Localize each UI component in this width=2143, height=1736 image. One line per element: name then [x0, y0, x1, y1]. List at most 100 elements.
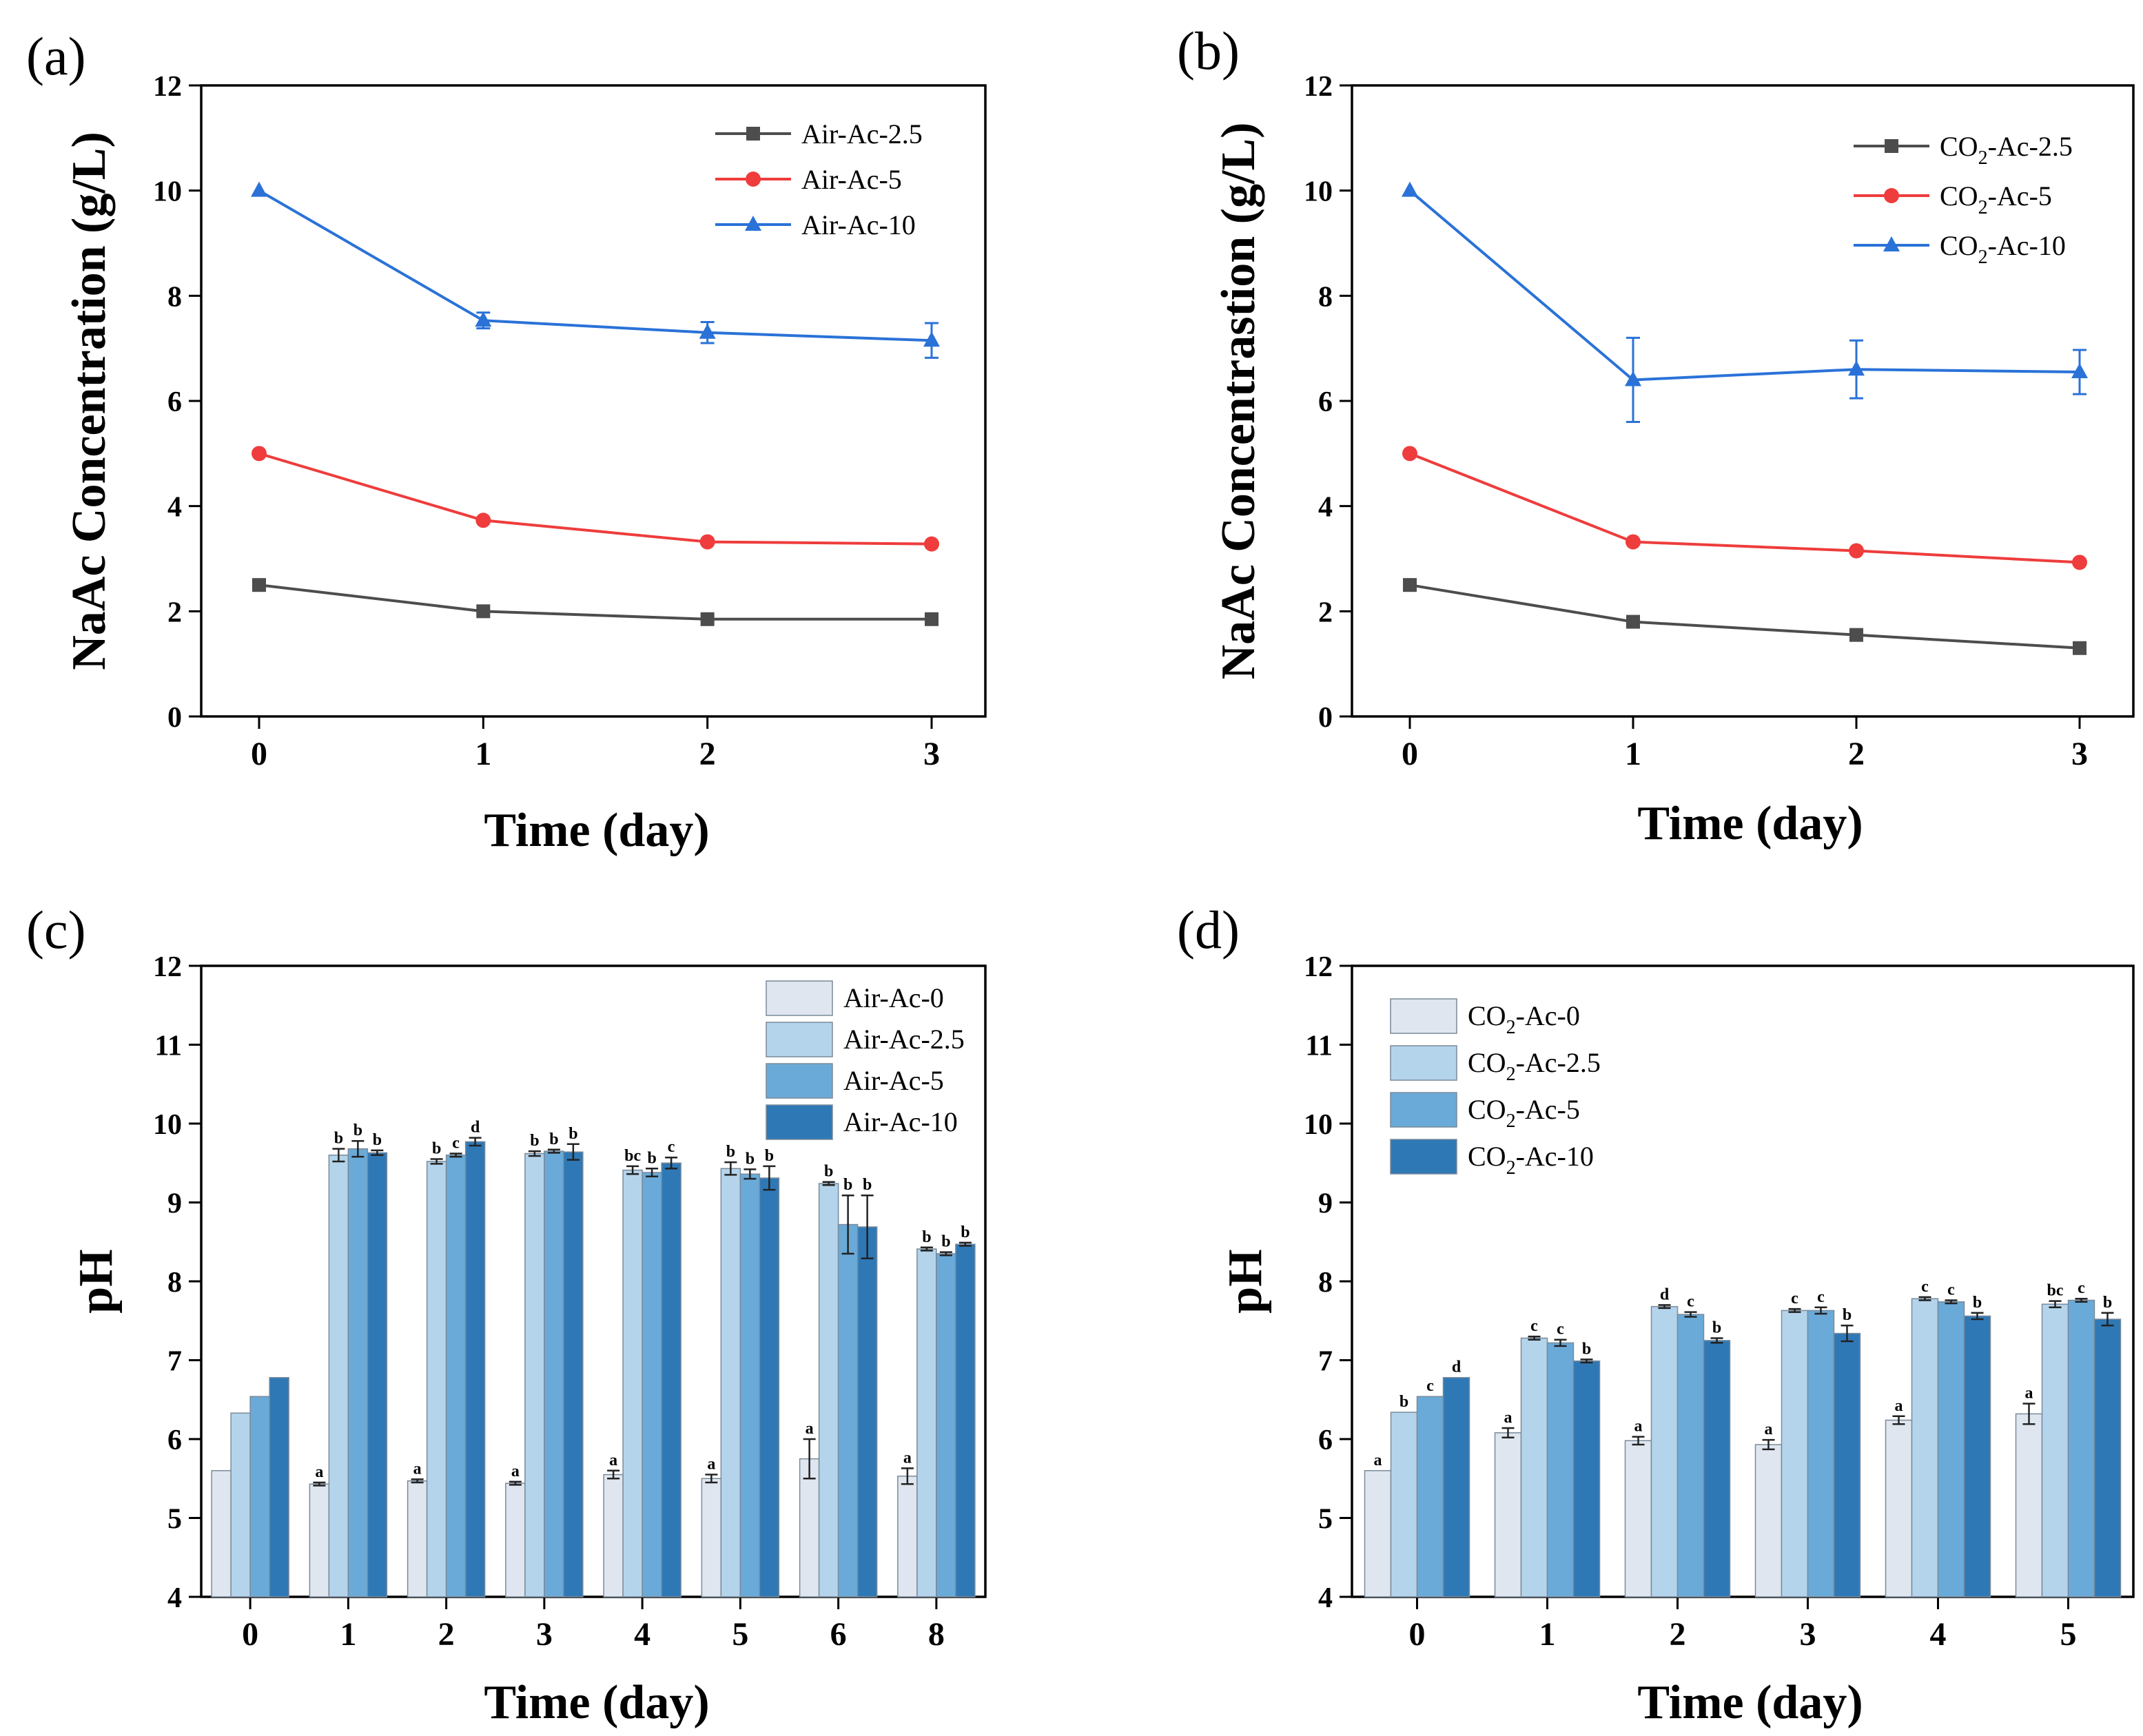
significance-letter: b — [373, 1131, 382, 1149]
significance-letter: c — [668, 1138, 675, 1156]
y-tick-label: 4 — [1318, 1582, 1333, 1614]
x-tick-label: 6 — [830, 1616, 847, 1653]
data-point — [252, 578, 266, 592]
y-tick-label: 7 — [1318, 1346, 1333, 1378]
data-point — [1403, 578, 1417, 592]
significance-letter: b — [726, 1143, 735, 1161]
x-tick-label: 0 — [251, 736, 267, 772]
significance-letter: c — [1947, 1281, 1955, 1299]
y-tick-label: 2 — [1318, 597, 1333, 628]
legend-label: Air-Ac-2.5 — [843, 1024, 965, 1055]
legend-swatch — [766, 1063, 833, 1099]
data-point — [924, 536, 939, 552]
y-axis-title: pH — [70, 1249, 123, 1313]
legend-label: CO2-Ac-0 — [1468, 1000, 1580, 1038]
y-tick-label: 12 — [1304, 951, 1333, 983]
data-point — [700, 612, 715, 626]
data-point — [699, 323, 716, 339]
legend-label: Air-Ac-10 — [843, 1106, 958, 1137]
legend-swatch — [766, 1104, 833, 1140]
significance-letter: b — [432, 1140, 441, 1158]
data-point — [1626, 614, 1640, 629]
bar — [347, 1148, 369, 1598]
series-line-air-ac-5 — [258, 452, 932, 546]
data-point — [475, 311, 492, 327]
data-point — [252, 446, 267, 462]
significance-letter: b — [765, 1147, 774, 1165]
bar — [1781, 1310, 1809, 1598]
data-point — [2072, 555, 2087, 570]
significance-letter: c — [1426, 1377, 1434, 1395]
data-point — [1849, 543, 1864, 559]
x-tick-label: 1 — [475, 736, 491, 772]
bar — [857, 1226, 878, 1598]
significance-letter: b — [334, 1130, 343, 1148]
x-tick-label: 1 — [1625, 736, 1641, 772]
significance-letter: b — [549, 1130, 558, 1148]
bar — [563, 1151, 584, 1598]
significance-letter: bc — [2047, 1282, 2064, 1300]
bar — [897, 1476, 918, 1598]
y-tick-label: 8 — [167, 1267, 182, 1299]
bar — [622, 1169, 643, 1598]
data-point — [1625, 371, 1641, 386]
y-axis-title: NaAc Concentration (g/L) — [63, 132, 116, 670]
legend-marker — [1883, 236, 1900, 251]
y-tick-label: 6 — [1318, 386, 1333, 418]
y-tick-label: 6 — [167, 386, 182, 418]
significance-letter: b — [922, 1228, 931, 1246]
legend-label: Air-Ac-0 — [843, 982, 944, 1013]
bar — [1885, 1419, 1913, 1598]
data-point — [476, 604, 491, 619]
bar — [2041, 1303, 2069, 1598]
bar — [1572, 1360, 1601, 1598]
data-point — [251, 181, 267, 197]
x-axis-title: Time (day) — [484, 804, 709, 857]
legend-label: CO2-Ac-2.5 — [1940, 131, 2073, 169]
bar — [211, 1470, 232, 1598]
data-point — [2071, 363, 2088, 379]
significance-letter: d — [1660, 1285, 1670, 1303]
bar — [739, 1173, 761, 1598]
legend-marker — [746, 172, 761, 187]
significance-letter: b — [941, 1233, 950, 1251]
x-tick-label: 8 — [928, 1616, 945, 1653]
bar — [1703, 1340, 1731, 1598]
bar — [1963, 1315, 1991, 1598]
y-tick-label: 10 — [153, 1109, 182, 1141]
y-tick-label: 9 — [167, 1188, 182, 1220]
data-point — [1849, 628, 1863, 642]
bar — [2093, 1319, 2122, 1598]
data-point — [1402, 181, 1418, 197]
x-tick-label: 1 — [340, 1616, 356, 1653]
x-tick-label: 3 — [923, 736, 940, 772]
bar — [1911, 1298, 1939, 1598]
legend-label: CO2-Ac-5 — [1940, 180, 2052, 218]
y-tick-label: 0 — [1318, 702, 1333, 734]
bar — [837, 1223, 859, 1598]
bar — [642, 1172, 662, 1598]
legend-swatch — [766, 1022, 833, 1057]
bar — [1833, 1332, 1861, 1598]
data-point — [1848, 360, 1865, 376]
x-tick-label: 2 — [1670, 1616, 1686, 1653]
y-tick-label: 12 — [153, 951, 182, 983]
x-tick-label: 0 — [242, 1616, 258, 1653]
y-tick-label: 6 — [1318, 1425, 1333, 1456]
legend-marker — [1885, 139, 1898, 153]
bar — [309, 1483, 330, 1598]
y-tick-label: 11 — [1305, 1031, 1333, 1062]
legend-marker — [745, 216, 761, 231]
significance-letter: c — [452, 1135, 460, 1153]
bar — [328, 1155, 349, 1598]
significance-letter: b — [746, 1150, 755, 1168]
legend-label: Air-Ac-5 — [843, 1065, 944, 1096]
y-tick-label: 9 — [1318, 1188, 1333, 1220]
significance-letter: c — [1921, 1278, 1929, 1296]
bar — [407, 1480, 428, 1598]
significance-letter: a — [1374, 1451, 1382, 1469]
x-axis-title: Time (day) — [1637, 797, 1863, 850]
bar — [1416, 1396, 1444, 1598]
